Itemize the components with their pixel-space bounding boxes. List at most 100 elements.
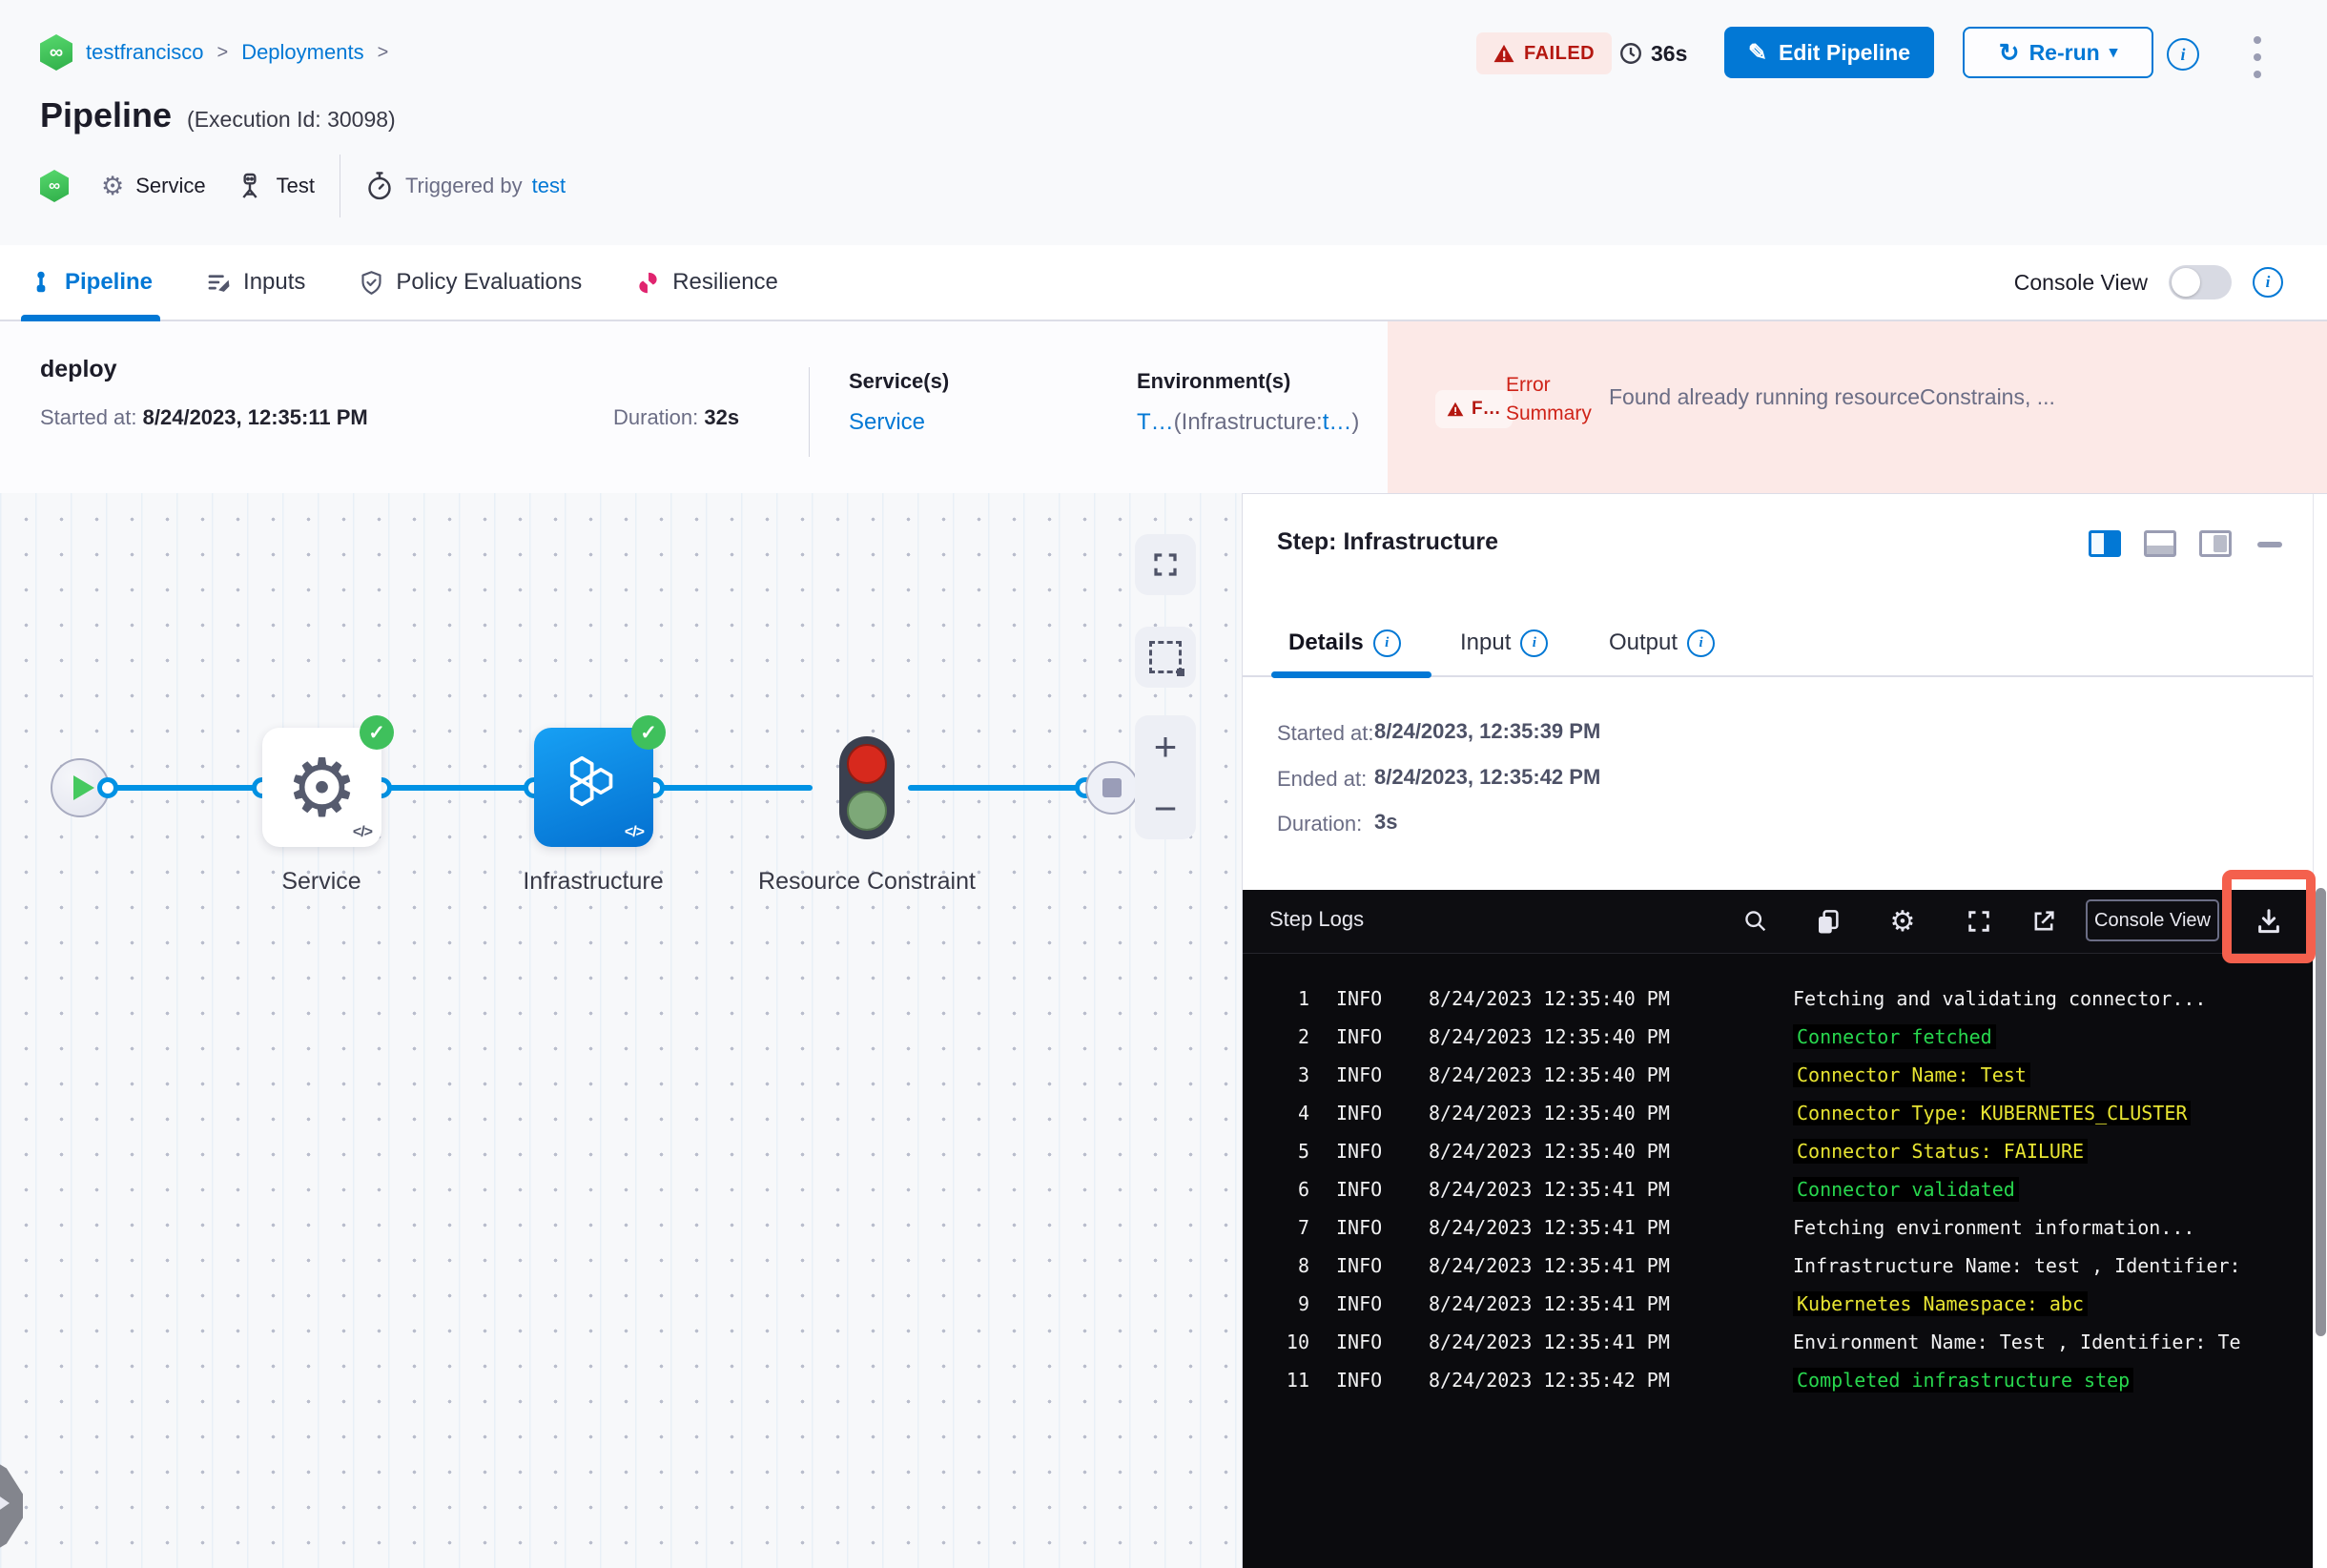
- console-view-info-icon[interactable]: i: [2253, 267, 2283, 298]
- canvas-select-button[interactable]: [1135, 627, 1196, 688]
- step-logs-panel: Step Logs ⚙: [1243, 890, 2314, 1568]
- shield-check-icon: [361, 270, 381, 295]
- error-summary-message: Found already running resourceConstrains…: [1609, 384, 2055, 409]
- stage-chip-label: Test: [276, 174, 315, 197]
- tab-input[interactable]: Input i: [1460, 610, 1549, 675]
- code-mark: </>: [624, 824, 645, 840]
- tab-resilience[interactable]: Resilience: [635, 245, 778, 320]
- zoom-in-button[interactable]: +: [1153, 723, 1178, 769]
- traffic-green-light: [847, 791, 887, 831]
- warning-triangle-icon: [1447, 402, 1464, 417]
- log-lines: 1 INFO 8/24/2023 12:35:40 PM Fetching and v…: [1243, 980, 2314, 1568]
- layout-right-split-icon[interactable]: [2089, 530, 2121, 557]
- copy-icon: [1819, 910, 1839, 934]
- scrollbar-thumb[interactable]: [2316, 888, 2326, 1336]
- stop-icon: [1102, 778, 1122, 797]
- service-chip-label: Service: [135, 174, 206, 197]
- log-row: 4 INFO 8/24/2023 12:35:40 PM Connector Type…: [1243, 1094, 2314, 1132]
- stage-started: Started at: 8/24/2023, 12:35:11 PM: [40, 405, 368, 429]
- search-logs-button[interactable]: [1739, 904, 1773, 939]
- canvas-zoom-panel: + −: [1135, 715, 1196, 839]
- gear-icon: ⚙: [285, 743, 359, 833]
- input-info-icon[interactable]: i: [1520, 629, 1549, 657]
- layout-floating-icon[interactable]: [2199, 530, 2232, 557]
- resilience-icon: [639, 272, 657, 293]
- details-info-icon[interactable]: i: [1372, 629, 1401, 657]
- download-icon: [2258, 909, 2279, 934]
- tab-inputs[interactable]: Inputs: [206, 245, 305, 320]
- panel-layout-controls: [2089, 530, 2232, 557]
- node-service[interactable]: ⚙ ✓ </>: [262, 715, 394, 847]
- log-fullscreen-button[interactable]: [1962, 904, 1996, 939]
- canvas-fullscreen-button[interactable]: [1135, 534, 1196, 595]
- code-mark: </>: [352, 824, 373, 840]
- fullscreen-icon: [1154, 553, 1177, 576]
- rerun-button[interactable]: ↻ Re-run ▾: [1963, 27, 2153, 78]
- success-check-icon: ✓: [631, 715, 666, 750]
- console-view-button[interactable]: Console View: [2086, 899, 2219, 941]
- copy-logs-button[interactable]: [1811, 904, 1845, 939]
- caret-down-icon: ▾: [2109, 43, 2118, 61]
- page-title: Pipeline (Execution Id: 30098): [40, 95, 396, 135]
- error-summary-strip: F… Error Summary Found already running re…: [1388, 321, 2327, 493]
- tab-output[interactable]: Output i: [1609, 610, 1716, 675]
- environments-label: Environment(s): [1137, 369, 1291, 393]
- triggered-by-label: Triggered by: [404, 174, 523, 197]
- refresh-icon: ↻: [1998, 37, 2020, 67]
- traffic-red-light: [847, 744, 887, 784]
- edge-line: [654, 785, 813, 791]
- minimize-panel-button[interactable]: [2257, 542, 2282, 547]
- breadcrumb: ∞ testfrancisco > Deployments >: [40, 34, 388, 71]
- page-header: ∞ testfrancisco > Deployments > FAILED 3…: [0, 0, 2327, 245]
- download-logs-button[interactable]: [2252, 904, 2286, 939]
- tab-pipeline[interactable]: Pipeline: [21, 245, 161, 321]
- end-node: [1085, 761, 1139, 815]
- error-status-badge: F…: [1435, 390, 1513, 428]
- log-row: 5 INFO 8/24/2023 12:35:40 PM Connector Stat…: [1243, 1132, 2314, 1170]
- output-info-icon[interactable]: i: [1687, 629, 1716, 657]
- log-row: 6 INFO 8/24/2023 12:35:41 PM Connector vali…: [1243, 1170, 2314, 1208]
- harness-logo-icon: ∞: [40, 34, 72, 71]
- stage-user-icon: [241, 173, 257, 198]
- node-resource-constraint[interactable]: [839, 736, 895, 839]
- chevron-right-icon: >: [377, 41, 389, 63]
- console-view-toggle[interactable]: [2169, 265, 2232, 299]
- node-label-service: Service: [281, 868, 361, 895]
- ended-at-value: 8/24/2023, 12:35:42 PM: [1374, 765, 1601, 789]
- more-options-menu[interactable]: [2251, 34, 2264, 80]
- duration-label: Duration:: [1277, 812, 1363, 836]
- main-tab-bar: Pipeline Inputs Policy Evaluations: [0, 245, 2327, 321]
- marquee-select-icon: [1149, 641, 1184, 676]
- log-row: 9 INFO 8/24/2023 12:35:41 PM Kubernetes Nam…: [1243, 1285, 2314, 1323]
- pipeline-canvas[interactable]: ⚙ ✓ </> ✓ </> Service Infrastructure Res…: [0, 493, 1242, 1568]
- open-external-button[interactable]: [2027, 904, 2061, 939]
- log-row: 3 INFO 8/24/2023 12:35:40 PM Connector Name…: [1243, 1056, 2314, 1094]
- environment-link[interactable]: T…(Infrastructure:t…): [1137, 409, 1360, 435]
- service-link[interactable]: Service: [849, 409, 926, 435]
- tab-details[interactable]: Details i: [1288, 610, 1401, 675]
- environments-column: Environment(s) T…(Infrastructure:t…): [1137, 369, 1359, 436]
- edge-line: [381, 785, 534, 791]
- duration-value: 3s: [1374, 810, 1398, 834]
- tab-policy-evaluations[interactable]: Policy Evaluations: [359, 245, 582, 320]
- started-at-value: 8/24/2023, 12:35:39 PM: [1374, 719, 1601, 743]
- zoom-out-button[interactable]: −: [1153, 785, 1178, 831]
- harness-stage-icon: ∞: [40, 170, 69, 202]
- elapsed-time: 36s: [1618, 32, 1687, 74]
- arrow-right-icon: [0, 1493, 10, 1514]
- log-row: 7 INFO 8/24/2023 12:35:41 PM Fetching envir…: [1297, 1216, 2195, 1239]
- search-icon: [1745, 911, 1766, 932]
- edit-pipeline-button[interactable]: ✎ Edit Pipeline: [1724, 27, 1934, 78]
- log-settings-button[interactable]: ⚙: [1889, 905, 1916, 938]
- layout-bottom-split-icon[interactable]: [2144, 530, 2176, 557]
- warning-triangle-icon: [1493, 44, 1514, 63]
- expand-panel-handle[interactable]: [0, 1456, 23, 1556]
- services-column: Service(s) Service: [849, 369, 949, 436]
- breadcrumb-deployments-link[interactable]: Deployments: [241, 40, 364, 64]
- fullscreen-icon: [1968, 911, 1989, 932]
- panel-scrollbar: [2313, 494, 2327, 1568]
- triggered-by-user-link[interactable]: test: [531, 174, 566, 197]
- rerun-info-icon[interactable]: i: [2167, 38, 2199, 71]
- node-infrastructure[interactable]: ✓ </>: [534, 715, 666, 847]
- breadcrumb-project-link[interactable]: testfrancisco: [86, 40, 204, 64]
